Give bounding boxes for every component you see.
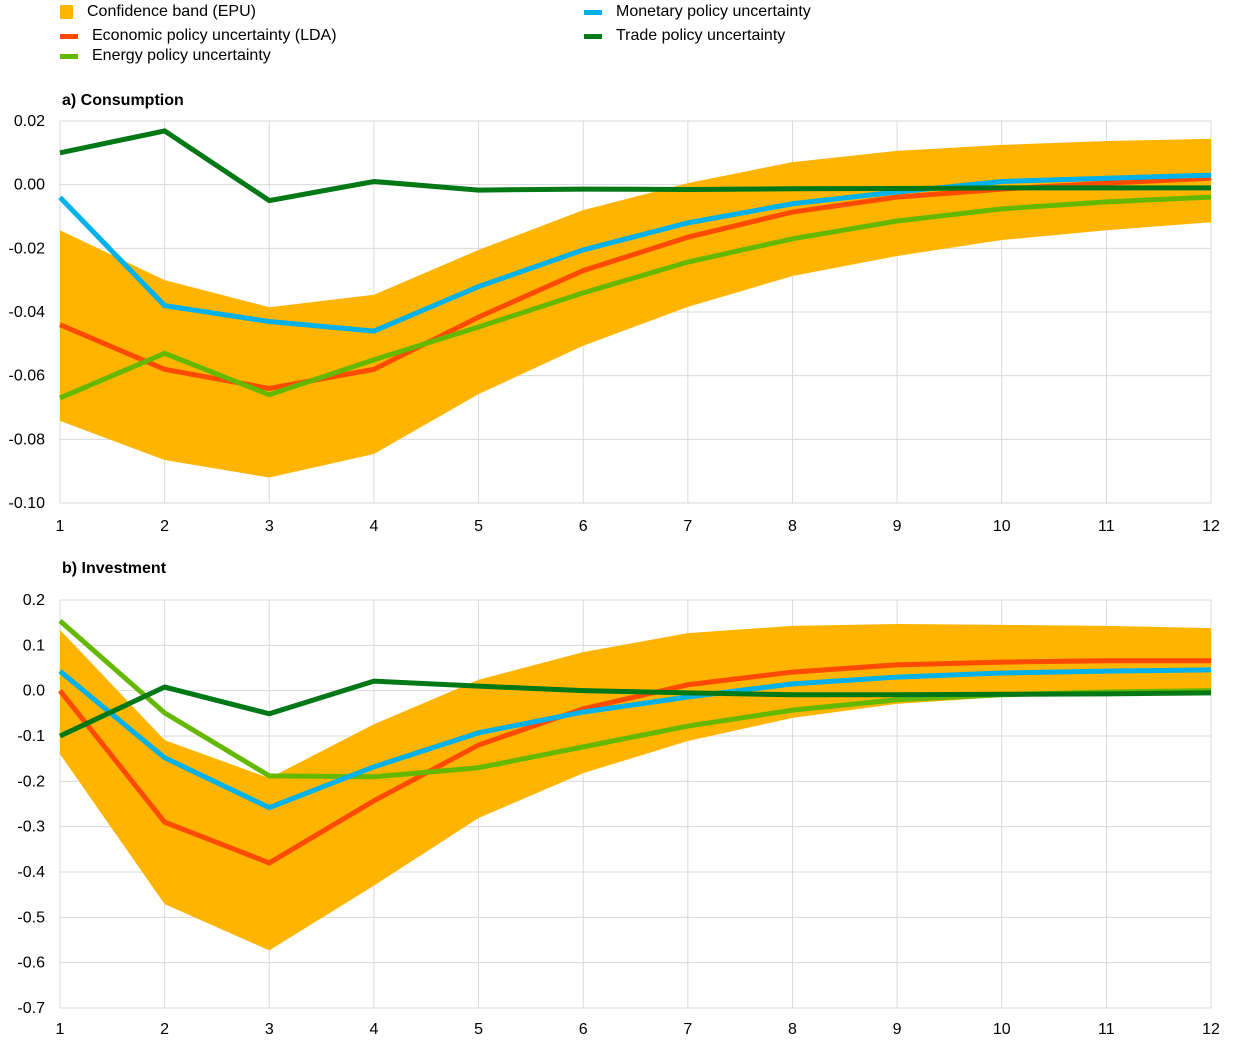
- x-tick-label: 10: [993, 518, 1011, 535]
- legend-item-monetary: Monetary policy uncertainty: [584, 3, 811, 21]
- legend-label: Energy policy uncertainty: [92, 47, 271, 64]
- x-tick-label: 1: [56, 1021, 65, 1038]
- x-tick-label: 3: [265, 518, 274, 535]
- y-tick-label: -0.6: [17, 955, 45, 972]
- legend-swatch: [60, 5, 73, 19]
- y-tick-label: -0.06: [9, 368, 46, 385]
- legend-item-confidence-band: Confidence band (EPU): [60, 3, 256, 21]
- legend-item-energy: Energy policy uncertainty: [60, 47, 271, 65]
- legend-label: Monetary policy uncertainty: [616, 3, 811, 20]
- chart-panel-consumption: a) Consumption 0.02 0.00 -0.02 -0.04 -0.06 -0.…: [9, 92, 1220, 535]
- y-tick-label: 0.00: [14, 177, 45, 194]
- series-line-trade: [58, 678, 1212, 739]
- x-tick-label: 8: [788, 1021, 797, 1038]
- x-tick-label: 7: [683, 1021, 692, 1038]
- x-tick-label: 12: [1202, 518, 1220, 535]
- legend-swatch: [60, 53, 78, 59]
- y-tick-label: -0.10: [9, 495, 46, 512]
- x-tick-label: 7: [683, 518, 692, 535]
- x-tick-label: 11: [1098, 1021, 1115, 1038]
- x-tick-label: 6: [579, 1021, 588, 1038]
- x-tick-label: 12: [1202, 1021, 1220, 1038]
- x-tick-label: 3: [265, 1021, 274, 1038]
- x-tick-label: 5: [474, 518, 483, 535]
- confidence-band: [60, 624, 1211, 951]
- series-line-monetary: [58, 172, 1212, 334]
- x-tick-label: 11: [1098, 518, 1115, 535]
- y-tick-label: -0.02: [9, 240, 46, 257]
- x-tick-label: 1: [56, 518, 65, 535]
- x-tick-label: 4: [369, 518, 378, 535]
- legend-label: Economic policy uncertainty (LDA): [92, 27, 337, 44]
- chart-panel-investment: b) Investment 0.2 0.1 0.0 -0.1 -0.2 -0.3 -0.4 -0…: [17, 560, 1220, 1038]
- legend-swatch: [584, 33, 602, 39]
- legend-swatch: [60, 33, 78, 39]
- x-tick-label: 2: [160, 518, 169, 535]
- y-tick-label: -0.04: [9, 304, 46, 321]
- confidence-band: [60, 138, 1211, 478]
- y-tick-label: -0.08: [9, 431, 46, 448]
- chart-title: a) Consumption: [62, 92, 184, 109]
- y-tick-label: -0.2: [17, 773, 45, 790]
- legend-swatch: [584, 9, 602, 15]
- x-tick-label: 2: [160, 1021, 169, 1038]
- legend-item-epu: Economic policy uncertainty (LDA): [60, 27, 337, 45]
- y-tick-label: -0.5: [17, 909, 45, 926]
- legend-item-trade: Trade policy uncertainty: [584, 27, 785, 45]
- legend-label: Confidence band (EPU): [87, 3, 256, 20]
- y-tick-label: -0.7: [17, 1000, 45, 1017]
- x-tick-label: 4: [369, 1021, 378, 1038]
- y-tick-label: -0.4: [17, 864, 45, 881]
- y-tick-label: 0.2: [23, 592, 45, 609]
- x-tick-label: 6: [579, 518, 588, 535]
- y-tick-label: 0.1: [23, 637, 45, 654]
- x-tick-label: 10: [993, 1021, 1011, 1038]
- y-tick-label: -0.3: [17, 819, 45, 836]
- y-tick-label: 0.02: [14, 113, 45, 130]
- y-tick-label: 0.0: [23, 683, 45, 700]
- x-tick-label: 5: [474, 1021, 483, 1038]
- chart-title: b) Investment: [62, 560, 167, 577]
- series-line-trade: [59, 128, 1211, 204]
- legend-label: Trade policy uncertainty: [616, 27, 786, 44]
- x-tick-label: 9: [893, 518, 902, 535]
- series-line-energy: [59, 194, 1212, 401]
- y-tick-label: -0.1: [17, 728, 45, 745]
- x-tick-label: 8: [788, 518, 797, 535]
- series-line-economic: [58, 658, 1211, 866]
- series-line-monetary: [58, 667, 1212, 811]
- x-tick-label: 9: [893, 1021, 902, 1038]
